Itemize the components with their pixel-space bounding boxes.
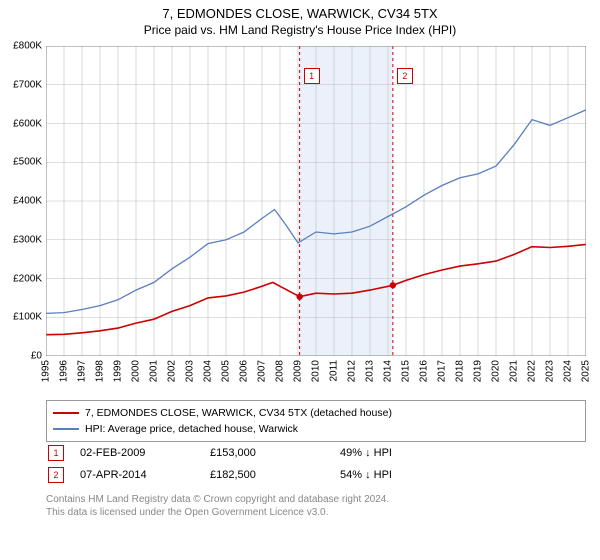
y-tick-label: £600K bbox=[13, 118, 42, 129]
x-tick-label: 2025 bbox=[581, 360, 592, 382]
x-tick-label: 2011 bbox=[329, 360, 340, 382]
x-tick-label: 2010 bbox=[311, 360, 322, 382]
y-tick-label: £700K bbox=[13, 79, 42, 90]
y-tick-label: £500K bbox=[13, 157, 42, 168]
chart-svg bbox=[46, 46, 586, 356]
footer-line2: This data is licensed under the Open Gov… bbox=[46, 507, 586, 520]
legend-swatch bbox=[53, 412, 79, 414]
x-tick-label: 2016 bbox=[419, 360, 430, 382]
x-tick-label: 2023 bbox=[545, 360, 556, 382]
x-tick-label: 2012 bbox=[347, 360, 358, 382]
x-tick-label: 2021 bbox=[509, 360, 520, 382]
sale-row: 1 02-FEB-2009£153,00049% ↓ HPI bbox=[46, 442, 586, 464]
x-tick-label: 2013 bbox=[365, 360, 376, 382]
y-tick-label: £200K bbox=[13, 273, 42, 284]
legend-text: HPI: Average price, detached house, Warw… bbox=[85, 423, 298, 435]
x-axis-labels: 1995199619971998199920002001200220032004… bbox=[46, 358, 586, 398]
sale-table: 1 02-FEB-2009£153,00049% ↓ HPI 2 07-APR-201… bbox=[46, 442, 586, 486]
x-tick-label: 2019 bbox=[473, 360, 484, 382]
legend: 7, EDMONDES CLOSE, WARWICK, CV34 5TX (de… bbox=[46, 400, 586, 442]
page-title: 7, EDMONDES CLOSE, WARWICK, CV34 5TX bbox=[0, 0, 600, 21]
x-tick-label: 2006 bbox=[239, 360, 250, 382]
legend-text: 7, EDMONDES CLOSE, WARWICK, CV34 5TX (de… bbox=[85, 407, 392, 419]
legend-item: HPI: Average price, detached house, Warw… bbox=[53, 421, 579, 437]
x-tick-label: 2024 bbox=[563, 360, 574, 382]
sale-date: 02-FEB-2009 bbox=[80, 447, 210, 459]
y-tick-label: £400K bbox=[13, 196, 42, 207]
x-tick-label: 2000 bbox=[131, 360, 142, 382]
y-tick-label: £300K bbox=[13, 234, 42, 245]
x-tick-label: 2001 bbox=[149, 360, 160, 382]
x-tick-label: 2022 bbox=[527, 360, 538, 382]
x-tick-label: 1997 bbox=[77, 360, 88, 382]
y-axis-labels: £0£100K£200K£300K£400K£500K£600K£700K£80… bbox=[0, 46, 44, 356]
legend-swatch bbox=[53, 428, 79, 430]
x-tick-label: 2002 bbox=[167, 360, 178, 382]
y-tick-label: £100K bbox=[13, 312, 42, 323]
sale-date: 07-APR-2014 bbox=[80, 469, 210, 481]
x-tick-label: 2014 bbox=[383, 360, 394, 382]
chart: 12 bbox=[46, 46, 586, 356]
page-subtitle: Price paid vs. HM Land Registry's House … bbox=[0, 21, 600, 37]
x-tick-label: 2009 bbox=[293, 360, 304, 382]
x-tick-label: 1996 bbox=[59, 360, 70, 382]
x-tick-label: 2015 bbox=[401, 360, 412, 382]
sale-price: £182,500 bbox=[210, 469, 340, 481]
sale-number-badge: 1 bbox=[48, 445, 64, 461]
x-tick-label: 2007 bbox=[257, 360, 268, 382]
sale-delta: 49% ↓ HPI bbox=[340, 447, 470, 459]
footer-line1: Contains HM Land Registry data © Crown c… bbox=[46, 494, 586, 507]
sale-marker-badge: 2 bbox=[397, 68, 413, 84]
y-tick-label: £800K bbox=[13, 41, 42, 52]
x-tick-label: 1998 bbox=[95, 360, 106, 382]
sale-marker-badge: 1 bbox=[304, 68, 320, 84]
x-tick-label: 2018 bbox=[455, 360, 466, 382]
sale-row: 2 07-APR-2014£182,50054% ↓ HPI bbox=[46, 464, 586, 486]
x-tick-label: 1995 bbox=[41, 360, 52, 382]
x-tick-label: 2008 bbox=[275, 360, 286, 382]
sale-price: £153,000 bbox=[210, 447, 340, 459]
sale-delta: 54% ↓ HPI bbox=[340, 469, 470, 481]
x-tick-label: 2005 bbox=[221, 360, 232, 382]
x-tick-label: 2017 bbox=[437, 360, 448, 382]
x-tick-label: 2003 bbox=[185, 360, 196, 382]
legend-item: 7, EDMONDES CLOSE, WARWICK, CV34 5TX (de… bbox=[53, 405, 579, 421]
x-tick-label: 1999 bbox=[113, 360, 124, 382]
sale-number-badge: 2 bbox=[48, 467, 64, 483]
footer: Contains HM Land Registry data © Crown c… bbox=[46, 494, 586, 519]
x-tick-label: 2020 bbox=[491, 360, 502, 382]
x-tick-label: 2004 bbox=[203, 360, 214, 382]
